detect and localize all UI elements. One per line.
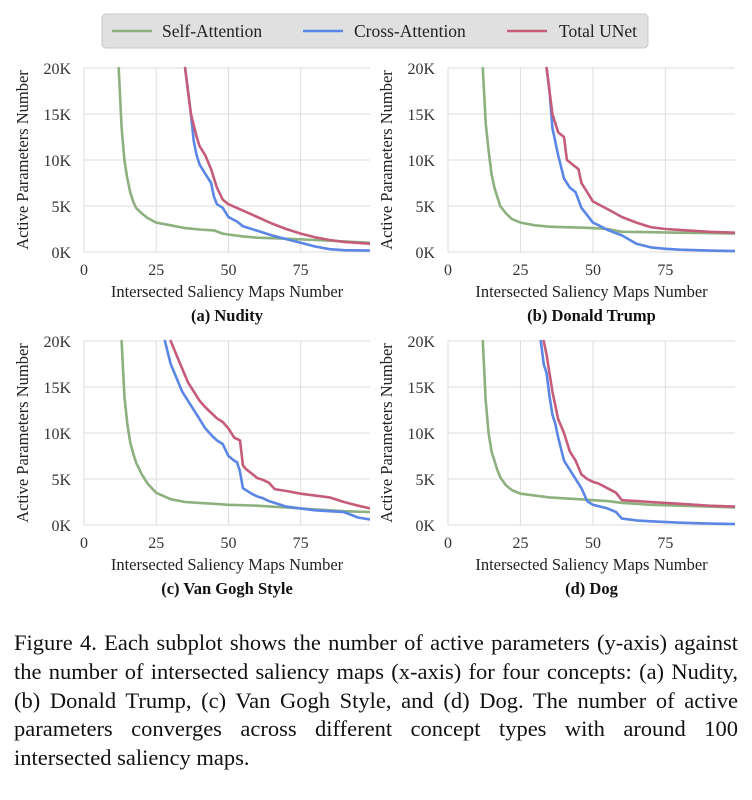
legend-entry-cross-attention: Cross-Attention (303, 21, 466, 41)
x-tick-label: 0 (80, 535, 88, 552)
y-tick-label: 20K (43, 334, 71, 351)
y-tick-label: 0K (415, 518, 435, 535)
x-axis-label: Intersected Saliency Maps Number (111, 282, 344, 301)
x-tick-label: 75 (657, 535, 673, 552)
series-line-self-attention (481, 339, 735, 509)
y-tick-label: 5K (51, 199, 71, 216)
x-axis-label: Intersected Saliency Maps Number (475, 282, 708, 301)
x-tick-label: 25 (148, 262, 164, 279)
legend-box (101, 13, 649, 49)
x-tick-label: 0 (80, 262, 88, 279)
x-tick-label: 25 (148, 535, 164, 552)
y-tick-label: 15K (43, 380, 71, 397)
y-tick-label: 15K (407, 107, 435, 124)
y-axis-label: Active Parameters Number (377, 343, 396, 523)
legend-label-total-unet: Total UNet (559, 21, 637, 41)
series-line-cross-attention (163, 339, 370, 521)
series-line-self-attention (481, 66, 735, 235)
series-line-cross-attention (539, 339, 735, 526)
x-tick-label: 0 (444, 262, 452, 279)
x-tick-label: 75 (293, 262, 309, 279)
x-axis-label: Intersected Saliency Maps Number (111, 555, 344, 574)
y-tick-label: 5K (51, 472, 71, 489)
y-tick-label: 20K (407, 334, 435, 351)
y-tick-label: 20K (407, 61, 435, 78)
x-tick-label: 25 (512, 262, 528, 279)
y-tick-label: 0K (51, 518, 71, 535)
x-tick-label: 50 (220, 262, 236, 279)
legend-entry-self-attention: Self-Attention (112, 21, 262, 41)
legend-label-cross-attention: Cross-Attention (354, 21, 466, 41)
figure-caption: Figure 4. Each subplot shows the number … (14, 630, 738, 771)
y-tick-label: 10K (407, 426, 435, 443)
y-tick-label: 15K (43, 107, 71, 124)
x-axis-label: Intersected Saliency Maps Number (475, 555, 708, 574)
subplot-title: (c) Van Gogh Style (161, 579, 293, 598)
subplot-title: (b) Donald Trump (527, 306, 656, 325)
x-tick-label: 75 (293, 535, 309, 552)
x-tick-label: 0 (444, 535, 452, 552)
y-axis-label: Active Parameters Number (13, 70, 32, 250)
subplot-dog: 0 25 50 75 0K 5K 10K 15K 20K Active Parameters Nu… (377, 334, 735, 598)
y-tick-label: 15K (407, 380, 435, 397)
y-tick-label: 10K (407, 153, 435, 170)
figure-canvas: Self-Attention Cross-Attention Total UNe… (13, 13, 735, 598)
series-line-cross-attention (545, 66, 735, 253)
x-tick-label: 50 (585, 535, 601, 552)
series-line-total-unet (183, 66, 370, 245)
series-line-total-unet (169, 339, 370, 510)
y-tick-label: 10K (43, 426, 71, 443)
x-tick-label: 50 (220, 535, 236, 552)
legend-label-self-attention: Self-Attention (162, 21, 262, 41)
series-line-total-unet (542, 339, 735, 508)
x-tick-label: 50 (585, 262, 601, 279)
y-tick-label: 0K (415, 245, 435, 262)
subplots: 0 25 50 75 0K 5K 10K 15K 20K Active Parameters Nu… (13, 61, 735, 598)
x-tick-label: 75 (657, 262, 673, 279)
y-tick-label: 10K (43, 153, 71, 170)
subplot-donald-trump: 0 25 50 75 0K 5K 10K 15K 20K Active Parameters Nu… (377, 61, 735, 325)
subplot-van-gogh-style: 0 25 50 75 0K 5K 10K 15K 20K Active Parameters Nu… (13, 334, 370, 598)
y-axis-label: Active Parameters Number (377, 70, 396, 250)
y-tick-label: 5K (415, 472, 435, 489)
series-line-self-attention (117, 66, 370, 245)
x-tick-label: 25 (512, 535, 528, 552)
subplot-nudity: 0 25 50 75 0K 5K 10K 15K 20K Active Parameters Nu… (13, 61, 370, 325)
legend-entry-total-unet: Total UNet (507, 21, 637, 41)
series-line-self-attention (120, 339, 370, 514)
y-axis-label: Active Parameters Number (13, 343, 32, 523)
series-line-cross-attention (183, 66, 370, 252)
y-tick-label: 5K (415, 199, 435, 216)
legend: Self-Attention Cross-Attention Total UNe… (101, 13, 649, 49)
subplot-title: (a) Nudity (191, 306, 264, 325)
subplot-title: (d) Dog (565, 579, 618, 598)
y-tick-label: 0K (51, 245, 71, 262)
series-line-total-unet (545, 66, 735, 234)
y-tick-label: 20K (43, 61, 71, 78)
